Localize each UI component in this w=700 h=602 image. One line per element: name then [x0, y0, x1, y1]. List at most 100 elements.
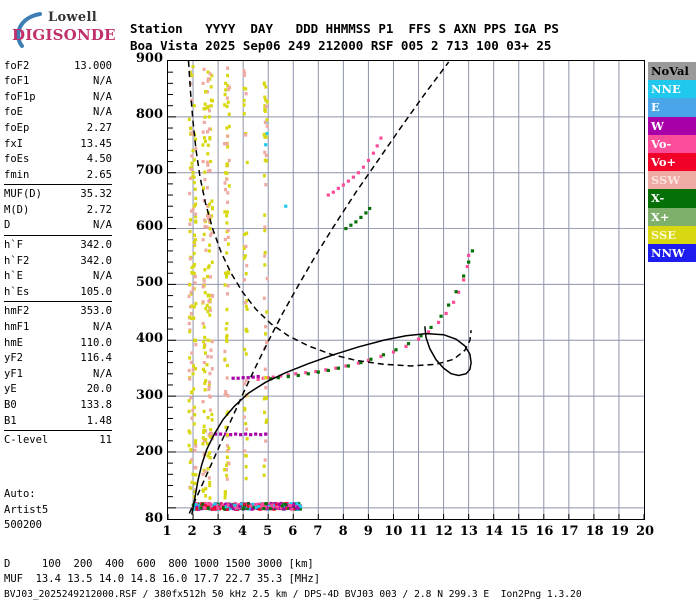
- station-header-row: Station YYYY DAY DDD HHMMSS P1 FFS S AXN…: [130, 21, 559, 36]
- param-row-clevel: C-level 11: [4, 433, 112, 449]
- y-tick-label: 80: [144, 511, 163, 526]
- param-value: 1.48: [86, 414, 112, 427]
- param-value: N/A: [93, 367, 112, 380]
- legend-item-e[interactable]: E: [648, 98, 696, 117]
- legend-item-ssw[interactable]: SSW: [648, 171, 696, 190]
- legend-item-vo[interactable]: Vo-: [648, 134, 696, 153]
- param-key: B1: [4, 414, 17, 427]
- plot-gridlines: [168, 61, 644, 519]
- param-value: 342.0: [80, 239, 112, 252]
- x-tick-label: 9: [363, 524, 373, 539]
- legend-item-vo[interactable]: Vo+: [648, 152, 696, 172]
- param-value: 13.000: [74, 59, 112, 72]
- series-scattered-x-trace-upper: [344, 206, 372, 231]
- param-value: 2.27: [86, 121, 112, 134]
- legend-item-x[interactable]: X-: [648, 189, 696, 208]
- param-value: 105.0: [80, 285, 112, 298]
- param-key: B0: [4, 399, 17, 412]
- param-value: 2.65: [86, 168, 112, 181]
- param-row-yf2: yF2 116.4: [4, 351, 112, 367]
- param-key: yF2: [4, 352, 23, 365]
- footer-muf-row: MUF 13.4 13.5 14.0 14.8 16.0 17.7 22.7 3…: [4, 573, 321, 585]
- station-value-row: Boa Vista 2025 Sep06 249 212000 RSF 005 …: [130, 38, 552, 53]
- legend-item-x[interactable]: X+: [648, 207, 696, 226]
- param-value: N/A: [93, 219, 112, 232]
- x-tick-label: 18: [585, 524, 604, 539]
- x-tick-label: 14: [485, 524, 504, 539]
- curve-true-height-electron-density-profile: [191, 326, 472, 515]
- param-row-b1: B1 1.48: [4, 413, 112, 429]
- logo-text-digisonde: DIGISONDE: [12, 26, 116, 44]
- param-row-hes: h`Es 105.0: [4, 284, 112, 300]
- param-row-b0: B0 133.8: [4, 397, 112, 413]
- param-key: h`F2: [4, 254, 30, 267]
- param-value: 20.0: [86, 383, 112, 396]
- param-value: N/A: [93, 106, 112, 119]
- legend-item-noval[interactable]: NoVal: [648, 62, 696, 81]
- x-axis-labels: 1 2 3 4 5 6 7 8 9 10 11 12 13 14 15 16 17 18 19 20: [0, 524, 700, 544]
- logo-text-lowell: Lowell: [48, 10, 97, 25]
- param-value: N/A: [93, 90, 112, 103]
- series-noise-nne: [264, 120, 288, 208]
- y-tick-label: 700: [135, 163, 163, 179]
- param-value: 2.72: [86, 203, 112, 216]
- param-key: h`Es: [4, 285, 30, 298]
- param-row-hf: h`F 342.0: [4, 238, 112, 254]
- param-row-hme: hmE 110.0: [4, 335, 112, 351]
- series-scattered-vo-trace-upper: [326, 136, 383, 197]
- param-key: MUF(D): [4, 188, 42, 201]
- x-tick-label: 7: [313, 524, 323, 539]
- es-layer-fill: [191, 501, 303, 511]
- x-tick-label: 16: [535, 524, 554, 539]
- x-tick-label: 11: [409, 524, 428, 539]
- param-row-hmf2: hmF2 353.0: [4, 304, 112, 320]
- ionogram-parameter-panel: foF2 13.000 foF1 N/A foF1p N/A foE N/A foEp 2.27 f…: [4, 58, 112, 448]
- param-row-fof1: foF1 N/A: [4, 74, 112, 90]
- param-row-foep: foEp 2.27: [4, 120, 112, 136]
- param-key: D: [4, 219, 11, 232]
- y-tick-label: 800: [135, 107, 163, 123]
- param-row-yf1: yF1 N/A: [4, 366, 112, 382]
- param-group-divider: [4, 235, 112, 237]
- series-x-trace-x-f2-layer: [269, 249, 474, 381]
- legend-item-nnw[interactable]: NNW: [648, 243, 696, 263]
- y-axis-labels: 80 200 300 400 500 600 700 800 900: [113, 0, 163, 600]
- param-row-fof2: foF2 13.000: [4, 58, 112, 74]
- param-row-mufd: MUF(D) 35.32: [4, 187, 112, 203]
- legend-item-w[interactable]: W: [648, 116, 696, 135]
- x-tick-label: 2: [187, 524, 197, 539]
- footer-file-row: BVJ03_2025249212000.RSF / 380fx512h 50 k…: [4, 589, 582, 600]
- param-key: foF2: [4, 59, 30, 72]
- param-group-divider: [4, 184, 112, 186]
- legend-item-sse[interactable]: SSE: [648, 225, 696, 244]
- polarization-direction-legend[interactable]: NoVal NNE E W Vo- Vo+ SSW X- X+ SSE NNW: [648, 62, 696, 263]
- x-tick-label: 1: [162, 524, 172, 539]
- param-key: h`F: [4, 239, 23, 252]
- x-tick-label: 13: [459, 524, 478, 539]
- footer-distance-row: D 100 200 400 600 800 1000 1500 3000 [km…: [4, 558, 314, 570]
- logo-arc-icon: [16, 12, 42, 48]
- station-info-table: Station YYYY DAY DDD HHMMSS P1 FFS S AXN…: [130, 20, 559, 54]
- param-value: 133.8: [80, 399, 112, 412]
- param-row-foe: foE N/A: [4, 105, 112, 121]
- x-tick-label: 12: [434, 524, 453, 539]
- param-value: N/A: [93, 75, 112, 88]
- series-o-trace-second-hop-w-magenta-: [231, 374, 260, 380]
- param-value: N/A: [93, 270, 112, 283]
- ionogram-plot-area[interactable]: [167, 60, 645, 520]
- param-value: 11: [99, 434, 112, 447]
- legend-item-nne[interactable]: NNE: [648, 80, 696, 99]
- param-key: hmF2: [4, 305, 30, 318]
- param-value: N/A: [93, 321, 112, 334]
- param-key: fmin: [4, 168, 30, 181]
- auto-line-2: 500200: [4, 519, 42, 531]
- param-key: foF1p: [4, 90, 36, 103]
- param-value: 35.32: [80, 188, 112, 201]
- y-tick-label: 900: [135, 51, 163, 66]
- param-row-he: h`E N/A: [4, 269, 112, 285]
- param-value: 13.45: [80, 137, 112, 150]
- param-row-hmf1: hmF1 N/A: [4, 320, 112, 336]
- x-tick-label: 19: [610, 524, 629, 539]
- y-tick-label: 400: [135, 331, 163, 347]
- x-tick-label: 15: [510, 524, 529, 539]
